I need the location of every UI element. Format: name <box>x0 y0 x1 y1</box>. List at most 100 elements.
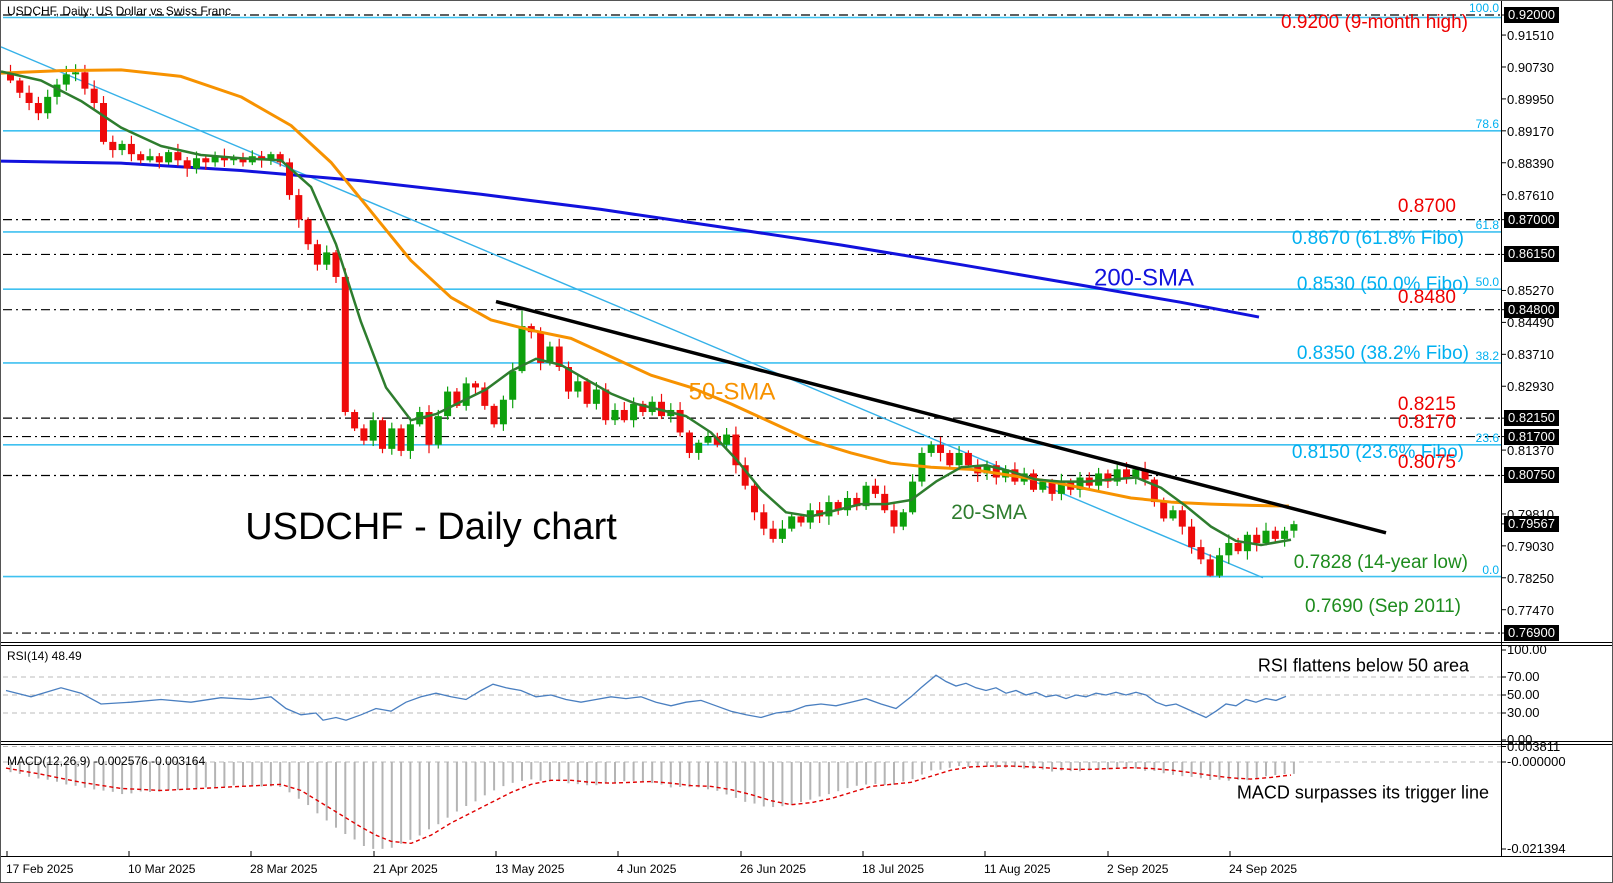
candle-bear <box>797 516 805 523</box>
candle-bear <box>964 452 972 466</box>
sma-200-line <box>1 159 1260 319</box>
candle-bull <box>1216 555 1223 576</box>
candle-bear <box>741 465 749 486</box>
candle-bull <box>53 84 61 97</box>
candle-bear <box>1206 559 1214 576</box>
candle-bull <box>62 74 70 85</box>
candle-bear <box>220 156 228 161</box>
candle-bull <box>704 436 712 443</box>
candle-bull <box>1057 481 1065 494</box>
candle-bull <box>267 154 275 161</box>
sma-50-line <box>1 68 1290 508</box>
candle-bear <box>937 444 944 453</box>
candle-bear <box>202 158 210 163</box>
candle-bear <box>890 510 898 527</box>
candle-bull <box>955 452 963 466</box>
candle-bull <box>1281 530 1289 539</box>
candle-bull <box>462 383 470 406</box>
candle-bear <box>397 428 405 451</box>
candle-bull <box>1076 477 1084 490</box>
candle-bull <box>444 391 452 417</box>
candle-bear <box>360 428 368 441</box>
candle-bear <box>379 420 386 449</box>
candle-bull <box>611 409 619 421</box>
candle-bear <box>109 141 117 151</box>
candle-bear <box>1234 542 1242 552</box>
candle-bear <box>286 162 293 196</box>
sma-20-line <box>1 70 1292 547</box>
candle-bull <box>899 512 907 527</box>
candle-bear <box>602 389 610 421</box>
candle-bull <box>44 96 52 114</box>
candle-bull <box>723 434 731 445</box>
candle-bear <box>16 80 24 93</box>
candle-bear <box>639 403 647 413</box>
candle-bear <box>490 405 498 425</box>
candle-bull <box>862 485 870 507</box>
candle-bear <box>992 465 1000 478</box>
candle-bear <box>1123 469 1130 478</box>
trendline-lightblue <box>1 46 1264 579</box>
candle-bear <box>1030 473 1037 490</box>
candle-bear <box>100 102 107 142</box>
candle-bull <box>323 252 331 265</box>
candle-bull <box>1169 510 1177 519</box>
candle-bull <box>844 497 851 511</box>
candle-bull <box>518 326 526 372</box>
candle-bear <box>760 512 768 529</box>
candle-bear <box>453 391 461 406</box>
candle-bear <box>769 528 777 539</box>
candle-bear <box>351 412 359 429</box>
candle-bull <box>369 420 377 441</box>
candle-bear <box>313 244 321 265</box>
candle-bear <box>425 412 433 445</box>
candle-bear <box>834 502 842 511</box>
candle-bear <box>565 366 572 392</box>
candle-bull <box>927 444 935 453</box>
candle-bull <box>630 403 638 421</box>
candle-bear <box>239 158 247 163</box>
candle-bear <box>137 154 145 161</box>
candle-bull <box>909 481 917 513</box>
candle-bull <box>118 143 126 151</box>
candle-bull <box>211 156 219 163</box>
candle-bull <box>825 502 833 517</box>
candle-bear <box>332 252 340 277</box>
candle-bull <box>499 399 507 425</box>
candle-bull <box>1039 481 1047 490</box>
candle-bull <box>509 371 517 400</box>
candle-bull <box>1132 469 1140 478</box>
candle-bear <box>34 102 42 114</box>
candle-bear <box>7 72 14 81</box>
candle-bull <box>1225 542 1233 556</box>
candle-bear <box>555 346 563 367</box>
candle-bull <box>193 158 200 169</box>
candle-bear <box>871 485 879 494</box>
candle-bull <box>695 442 703 453</box>
candle-bull <box>406 424 414 451</box>
macd-signal-line <box>5 765 1292 845</box>
candle-bear <box>81 72 89 89</box>
candle-bear <box>853 497 861 507</box>
candle-bull <box>983 465 991 474</box>
candle-bull <box>165 152 173 163</box>
candle-bull <box>388 428 396 449</box>
candle-bull <box>592 389 600 404</box>
candle-bear <box>155 156 163 163</box>
candle-bear <box>1178 510 1186 527</box>
candle-bear <box>1048 481 1056 494</box>
candle-bear <box>341 276 349 413</box>
candle-bear <box>751 485 758 513</box>
candle-bear <box>304 219 312 245</box>
candle-bull <box>546 346 554 363</box>
candle-bear <box>1150 479 1158 503</box>
candle-bear <box>620 409 628 421</box>
candle-bull <box>230 158 238 161</box>
rsi-line <box>5 674 1287 721</box>
candle-bear <box>1188 526 1196 548</box>
candle-bull <box>778 528 786 539</box>
candle-bull <box>574 381 582 392</box>
candle-bear <box>685 432 693 453</box>
